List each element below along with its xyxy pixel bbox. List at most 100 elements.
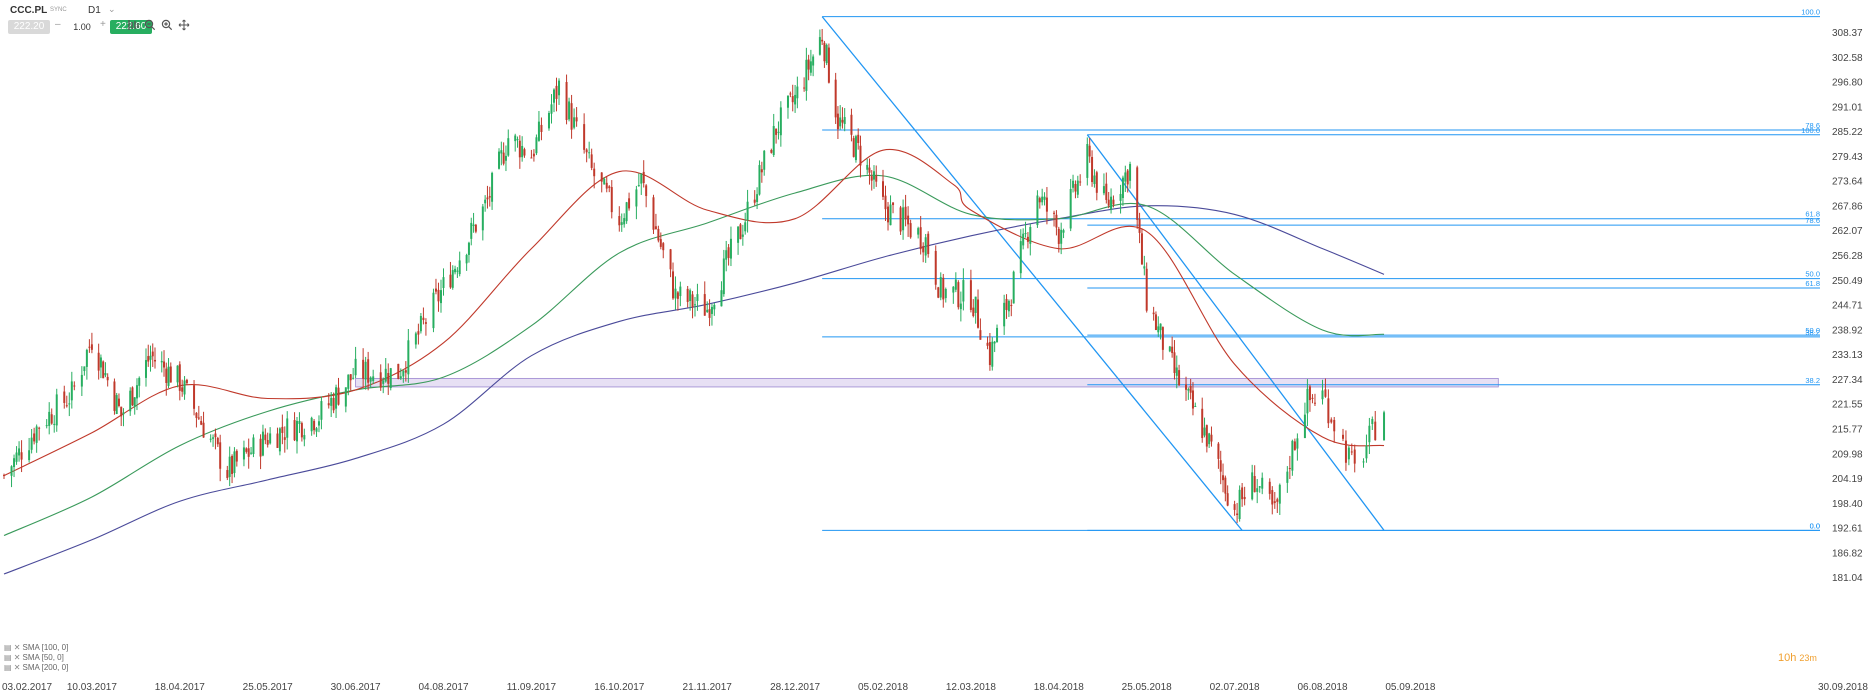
candle-body: [841, 119, 844, 123]
candle-body: [988, 342, 991, 366]
candle-body: [151, 351, 154, 357]
candle: [1273, 492, 1276, 509]
chart-toolbar: CCC.PL SYNC D1 ⌄ 222.20 – 1.00 + 222.60: [8, 2, 338, 36]
candle-body: [952, 286, 955, 293]
candle-body: [892, 202, 895, 206]
candle-body: [133, 397, 136, 407]
candle-body: [1276, 499, 1279, 502]
candle-body: [1273, 501, 1276, 504]
candle-body: [1313, 402, 1316, 404]
candle: [1241, 482, 1244, 507]
candle-body: [1029, 227, 1032, 244]
candle-body: [645, 185, 648, 197]
x-tick-label: 03.02.2017: [2, 682, 52, 693]
candle: [500, 141, 503, 166]
candle-body: [504, 155, 507, 161]
candle-body: [216, 437, 219, 445]
move-icon[interactable]: [177, 19, 191, 33]
candle-body: [247, 448, 250, 457]
candle-body: [1306, 388, 1309, 414]
candle-body: [500, 150, 503, 154]
candle: [662, 242, 665, 259]
candle: [504, 145, 507, 172]
candle: [293, 412, 296, 442]
candle-body: [470, 222, 473, 239]
sync-label[interactable]: SYNC: [50, 7, 67, 13]
candle-body: [746, 201, 749, 221]
candle-body: [1194, 406, 1197, 408]
candle: [605, 176, 608, 193]
candle: [1258, 485, 1261, 493]
candle: [1324, 378, 1327, 398]
candle: [364, 356, 367, 390]
candle-body: [332, 397, 335, 411]
legend-item[interactable]: ▤ ✕ SMA [100, 0]: [4, 643, 69, 652]
candle-body: [502, 152, 505, 164]
candle: [1086, 137, 1089, 186]
candle-body: [1043, 196, 1046, 200]
candle-body: [882, 181, 884, 197]
quantity-field[interactable]: 1.00: [73, 22, 91, 32]
candle: [654, 213, 657, 230]
candle-body: [414, 333, 417, 345]
candle-body: [1010, 304, 1013, 307]
candle-body: [779, 107, 782, 136]
candle: [451, 265, 454, 290]
candle: [657, 225, 660, 243]
zoom-in-icon[interactable]: [160, 19, 174, 33]
candle: [1060, 222, 1063, 255]
candle: [313, 419, 316, 435]
candle: [691, 291, 694, 319]
chart-type-icon[interactable]: [126, 19, 140, 33]
fib-level-label: 38.2: [1805, 328, 1820, 337]
timeframe-select[interactable]: D1: [88, 5, 101, 16]
candle: [1126, 169, 1129, 193]
candle-body: [467, 242, 470, 255]
candle-body: [310, 417, 313, 432]
increase-quantity-button[interactable]: +: [100, 19, 106, 30]
candle: [674, 276, 677, 310]
symbol-label[interactable]: CCC.PL: [10, 5, 48, 16]
candle-body: [1175, 367, 1178, 376]
legend-item[interactable]: ▤ ✕ SMA [200, 0]: [4, 663, 69, 672]
x-tick-label: 21.11.2017: [683, 682, 733, 693]
decrease-quantity-button[interactable]: –: [55, 19, 61, 30]
candle-body: [387, 372, 390, 384]
candle: [235, 449, 238, 467]
candle-body: [1201, 408, 1204, 438]
legend-item[interactable]: ▤ ✕ SMA [50, 0]: [4, 653, 64, 662]
buy-button[interactable]: 222.60: [110, 20, 152, 34]
candle: [991, 337, 994, 371]
candle-body: [144, 360, 147, 378]
candle-body: [803, 87, 806, 89]
sell-button[interactable]: 222.20: [8, 20, 50, 34]
candle: [979, 318, 982, 340]
candle: [618, 206, 621, 232]
candle: [689, 288, 692, 311]
candle-body: [927, 233, 930, 255]
candle: [219, 434, 222, 482]
candle: [1175, 355, 1178, 389]
candle: [106, 373, 109, 387]
candle: [167, 358, 170, 389]
candle: [414, 331, 417, 349]
candle-body: [1124, 172, 1127, 182]
candle: [739, 223, 742, 240]
candle: [939, 272, 942, 301]
candle: [1219, 450, 1222, 485]
chevron-down-icon[interactable]: ⌄: [108, 4, 116, 14]
candle-body: [693, 304, 696, 306]
candle: [1271, 486, 1274, 515]
candle-body: [662, 243, 665, 251]
candle-body: [131, 387, 134, 406]
candle-body: [13, 458, 16, 468]
candle-body: [957, 282, 960, 308]
candle-body: [261, 431, 264, 456]
candle: [300, 421, 303, 442]
candle-body: [919, 227, 922, 250]
candle-body: [1110, 196, 1113, 210]
candle-body: [212, 437, 215, 439]
zoom-out-icon[interactable]: [143, 19, 157, 33]
candle-body: [1005, 298, 1008, 310]
